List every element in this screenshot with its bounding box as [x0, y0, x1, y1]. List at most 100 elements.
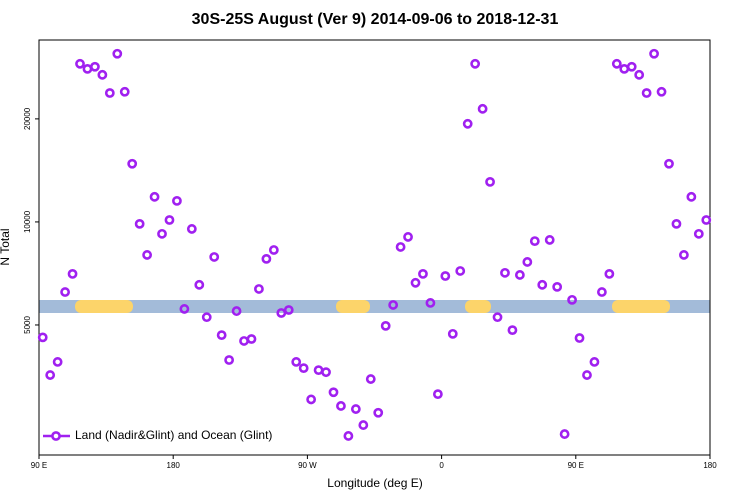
point [440, 271, 451, 281]
point [447, 328, 458, 339]
x-tick-label: 180 [703, 461, 717, 470]
point [179, 304, 190, 314]
x-tick-label: 90 E [31, 461, 47, 470]
point [365, 374, 376, 384]
point [611, 58, 622, 69]
y-axis-label: N Total [0, 228, 12, 265]
point [507, 325, 518, 336]
land-band [465, 300, 491, 313]
point [119, 86, 130, 97]
y-tick-label: 20000 [23, 107, 32, 130]
point [686, 191, 697, 202]
x-tick-label: 180 [167, 461, 181, 470]
point [37, 332, 48, 343]
point [112, 48, 123, 59]
point [306, 394, 317, 405]
point [492, 312, 503, 323]
point [164, 215, 175, 225]
point [134, 218, 145, 229]
point [425, 298, 436, 308]
point [328, 387, 339, 398]
point [418, 268, 428, 279]
point [477, 103, 488, 114]
point [649, 48, 659, 59]
point [537, 279, 548, 290]
point [52, 357, 63, 367]
point [90, 61, 100, 72]
point [60, 287, 70, 297]
point [157, 228, 167, 239]
point [224, 355, 235, 365]
land-ocean-band [39, 300, 710, 313]
point [343, 431, 354, 441]
point [336, 401, 346, 411]
point [186, 224, 197, 234]
point [254, 284, 264, 294]
point [67, 268, 78, 279]
point [45, 370, 56, 380]
point [664, 158, 674, 169]
point [529, 236, 540, 247]
point [268, 245, 279, 255]
point [388, 300, 399, 310]
point [104, 88, 115, 98]
x-tick-label: 90 E [568, 461, 584, 470]
point [172, 195, 182, 206]
point [522, 257, 533, 267]
point [395, 242, 406, 252]
point [209, 252, 220, 262]
land-band [612, 300, 670, 313]
point [552, 281, 563, 292]
legend-label: Land (Nadir&Glint) and Ocean (Glint) [75, 428, 272, 442]
y-tick-label: 10000 [23, 210, 32, 233]
x-tick-label: 90 W [298, 461, 317, 470]
point [149, 191, 160, 202]
point [298, 363, 309, 374]
point [679, 250, 689, 260]
point [75, 58, 85, 69]
point [283, 305, 294, 315]
point [194, 279, 205, 290]
point [127, 158, 138, 169]
point [485, 176, 495, 187]
point [455, 266, 466, 276]
point [567, 294, 577, 305]
y-tick-label: 5000 [23, 316, 32, 334]
point [544, 235, 555, 245]
point [350, 404, 361, 414]
point [97, 69, 108, 80]
point [261, 253, 272, 264]
point [641, 88, 652, 98]
point [596, 287, 607, 297]
point [291, 357, 302, 367]
point [656, 86, 667, 97]
point [671, 218, 682, 229]
point [246, 334, 257, 344]
chart-title: 30S-25S August (Ver 9) 2014-09-06 to 201… [192, 11, 559, 28]
plot-frame [38, 39, 711, 456]
point [321, 367, 331, 378]
point [358, 420, 369, 430]
point [410, 277, 421, 288]
point [231, 306, 242, 316]
point [216, 330, 227, 341]
land-band [336, 300, 370, 313]
point [589, 357, 600, 367]
land-band [75, 300, 133, 313]
point [380, 320, 391, 331]
point [462, 118, 473, 129]
point [574, 333, 585, 343]
point [432, 389, 443, 400]
point [582, 370, 592, 380]
point [514, 270, 525, 280]
legend-marker [51, 431, 61, 441]
ocean-band [39, 300, 710, 313]
x-axis-label: Longitude (deg E) [327, 476, 422, 490]
point [500, 267, 510, 278]
point [693, 228, 704, 239]
point [604, 268, 615, 279]
point [142, 250, 153, 260]
point [634, 69, 645, 80]
